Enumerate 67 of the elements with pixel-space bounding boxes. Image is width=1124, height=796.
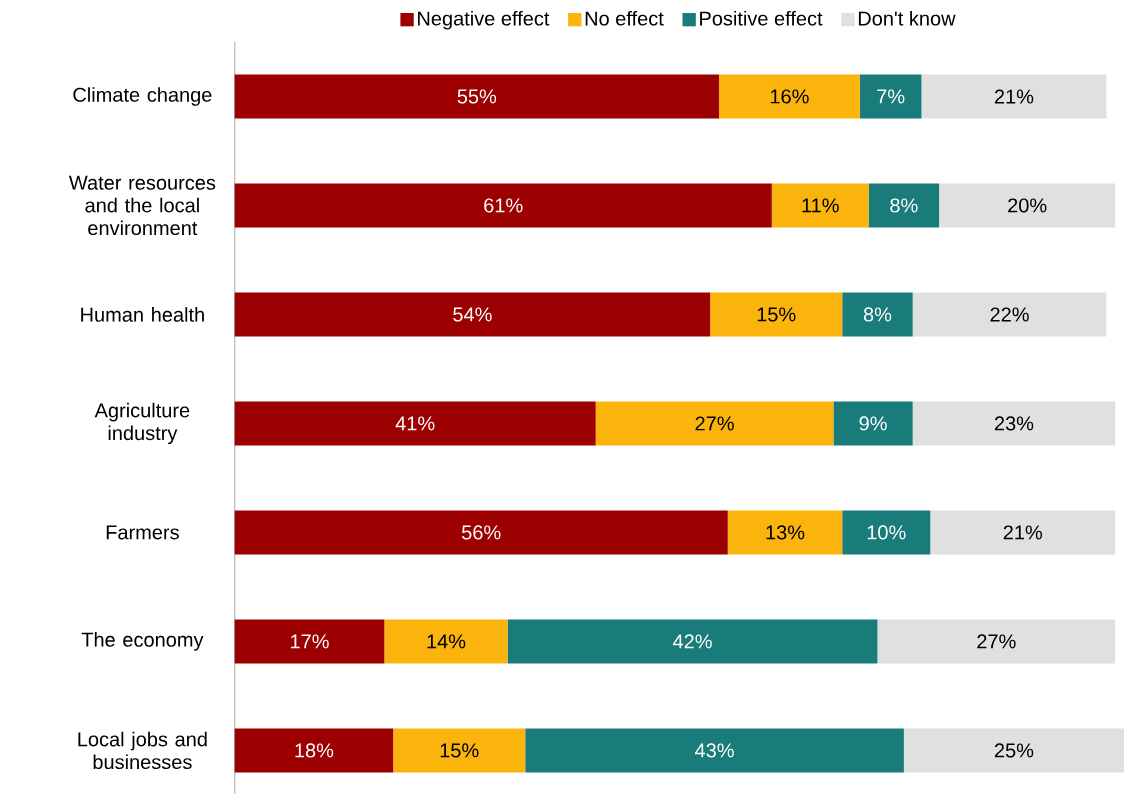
data-label: 27% [695,416,734,431]
bar [912,292,1107,337]
y-tick-label: Local jobs and businesses [78,731,207,770]
data-label: 23% [994,416,1034,431]
data-label: 11% [802,198,839,213]
bar [921,74,1107,119]
legend-label: No effect [585,10,664,26]
bar [930,510,1116,555]
bar [833,401,913,446]
data-label: 55% [457,89,497,104]
y-tick-label: The economy [81,632,204,651]
legend-label: Negative effect [418,10,550,30]
bar [912,401,1116,446]
y-tick-label: Climate change [73,87,212,106]
bar [727,510,843,555]
data-label: 17% [291,634,329,649]
bar [718,74,860,119]
y-tick-label: Human health [81,307,204,322]
data-label: 10% [867,525,906,540]
data-label: 42% [672,634,712,649]
data-label: 56% [462,525,501,540]
bar [710,292,843,337]
bar [771,183,869,228]
data-label: 9% [859,416,887,431]
bar [595,401,834,446]
bar [234,74,719,119]
legend-label: Positive effect [700,10,823,26]
data-label: 7% [877,89,905,104]
data-label: 22% [990,307,1029,322]
bar [234,292,711,337]
bar [525,728,904,773]
data-label: 15% [440,743,479,758]
data-label: 41% [395,416,435,431]
data-label: 61% [484,198,523,213]
data-label: 15% [757,307,796,322]
bar [234,401,596,446]
data-label: 25% [994,743,1034,758]
data-label: 8% [863,307,892,322]
bar [877,619,1116,664]
data-label: 27% [977,634,1016,649]
bar [384,619,508,664]
y-tick-label: Water resources and the local environment [68,175,216,236]
y-tick-label: Agriculture industry [94,402,190,445]
bar [234,510,728,555]
data-label: 54% [453,307,492,322]
legend-label: Don't know [858,10,956,26]
bar [393,728,526,773]
data-label: 20% [1008,198,1047,213]
data-label: 21% [1003,525,1043,540]
bar [842,510,931,555]
bar [842,292,913,337]
bar [234,619,385,664]
data-label: 43% [695,743,734,758]
bar [507,619,878,664]
data-label: 21% [994,89,1034,104]
data-label: 8% [890,198,918,213]
data-label: 13% [766,525,805,540]
bar [868,183,940,228]
y-tick-label: Farmers [106,525,179,540]
bar [234,728,394,773]
data-label: 16% [770,89,809,104]
bar [903,728,1124,773]
bar [859,74,922,119]
data-label: 14% [427,634,466,649]
bar [234,183,772,228]
data-label: 18% [295,743,334,758]
bar [939,183,1116,228]
